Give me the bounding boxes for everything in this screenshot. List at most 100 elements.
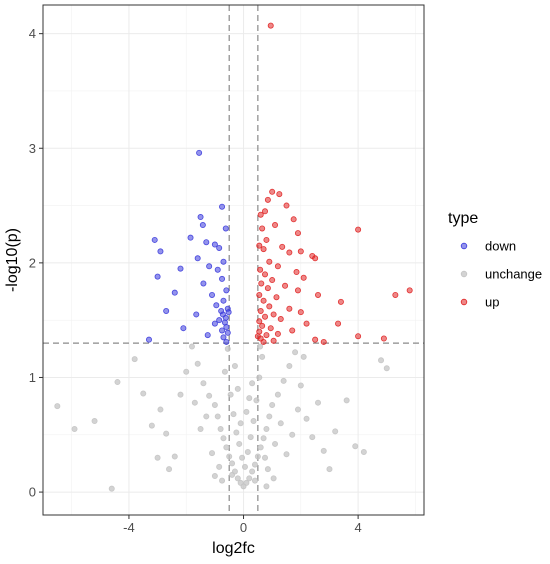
axis-ticks (39, 33, 359, 519)
point-down (197, 214, 204, 221)
point-unchange (223, 444, 230, 451)
point-unchange (294, 406, 301, 413)
point-unchange (289, 431, 296, 438)
legend-key-up (460, 298, 468, 306)
point-up (257, 307, 264, 314)
point-up (260, 338, 267, 345)
point-unchange (263, 426, 270, 433)
point-up (273, 294, 280, 301)
point-unchange (352, 443, 359, 450)
point-up (286, 249, 293, 256)
grid-minor (43, 5, 424, 515)
point-up (257, 211, 264, 218)
point-down (219, 327, 226, 334)
point-up (258, 280, 265, 287)
point-up (266, 258, 273, 265)
point-up (259, 322, 266, 329)
point-unchange (191, 399, 198, 406)
point-unchange (54, 403, 61, 410)
threshold-lines (43, 5, 424, 515)
point-down (187, 234, 194, 241)
point-up (266, 303, 273, 310)
point-down (220, 258, 227, 265)
point-up (276, 191, 283, 198)
point-unchange (177, 391, 184, 398)
point-up (262, 271, 269, 278)
legend-label-up: up (485, 295, 499, 310)
point-down (216, 317, 223, 324)
point-up (263, 236, 270, 243)
point-unchange (269, 401, 276, 408)
point-up (267, 325, 274, 332)
point-up (256, 291, 263, 298)
point-unchange (297, 382, 304, 389)
point-unchange (259, 353, 266, 360)
point-up (260, 246, 267, 253)
point-unchange (303, 415, 310, 422)
data-points (54, 22, 413, 492)
point-unchange (163, 430, 170, 437)
y-tick-label: 2 (29, 255, 36, 270)
legend-title: type (448, 210, 478, 227)
point-unchange (243, 408, 250, 415)
point-unchange (272, 440, 279, 447)
point-unchange (226, 453, 233, 460)
point-up (406, 287, 413, 294)
point-up (274, 330, 281, 337)
point-up (312, 255, 319, 262)
point-unchange (114, 379, 121, 386)
point-unchange (343, 397, 350, 404)
point-unchange (292, 349, 299, 356)
point-down (200, 280, 207, 287)
point-down (224, 329, 231, 336)
point-up (267, 22, 274, 29)
point-down (196, 149, 203, 156)
point-up (274, 263, 281, 270)
point-unchange (309, 434, 316, 441)
point-unchange (214, 413, 221, 420)
point-unchange (262, 454, 269, 461)
point-unchange (230, 411, 237, 418)
point-down (219, 275, 226, 282)
point-up (272, 222, 279, 229)
point-up (320, 338, 327, 345)
point-up (392, 291, 399, 298)
panel-border (42, 4, 425, 516)
point-up (303, 320, 310, 327)
point-unchange (243, 479, 250, 486)
point-unchange (257, 343, 264, 350)
point-unchange (251, 461, 258, 468)
point-up (264, 285, 271, 292)
point-unchange (166, 466, 173, 473)
point-down (180, 325, 187, 332)
point-down (163, 307, 170, 314)
point-up (380, 335, 387, 342)
point-unchange (237, 420, 244, 427)
point-up (270, 337, 277, 344)
point-up (264, 196, 271, 203)
point-unchange (300, 353, 307, 360)
point-unchange (251, 477, 258, 484)
legend-label-down: down (485, 239, 516, 254)
point-unchange (360, 448, 367, 455)
point-unchange (234, 475, 241, 482)
legend: type down unchange up (448, 210, 542, 310)
point-up (355, 226, 362, 233)
point-up (290, 216, 297, 223)
point-unchange (283, 451, 290, 458)
x-tick-label: 0 (240, 520, 247, 535)
point-unchange (211, 401, 218, 408)
point-unchange (219, 477, 226, 484)
point-unchange (326, 466, 333, 473)
point-down (219, 203, 226, 210)
point-up (297, 309, 304, 316)
point-down (223, 287, 230, 294)
point-up (279, 243, 286, 250)
point-unchange (263, 483, 270, 490)
point-down (157, 248, 164, 255)
point-unchange (203, 413, 210, 420)
point-up (256, 242, 263, 249)
point-down (220, 334, 227, 341)
grid-major (43, 5, 424, 515)
